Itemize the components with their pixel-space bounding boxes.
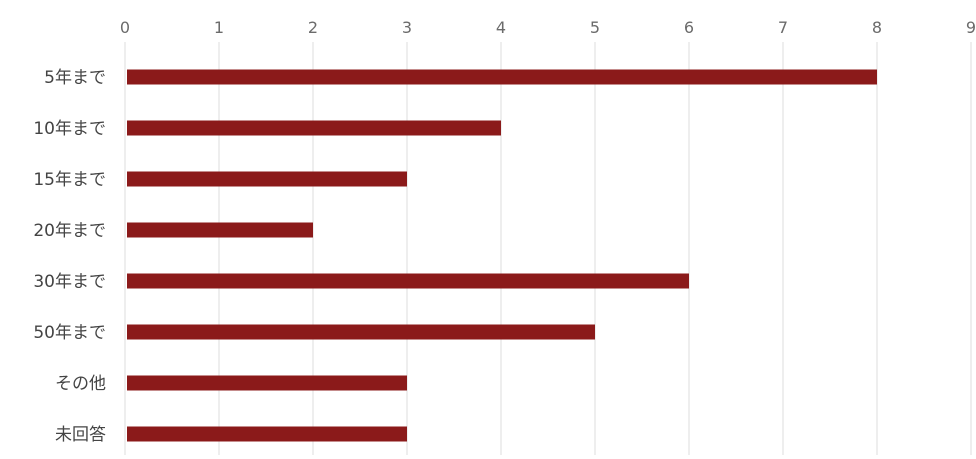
x-tick-label: 1 [214, 18, 224, 37]
x-tick-label: 0 [120, 18, 130, 37]
x-axis-ticks: 0 1 2 3 4 5 6 7 8 9 [120, 18, 976, 37]
category-label: 10年まで [33, 119, 106, 139]
x-tick-label: 9 [966, 18, 976, 37]
category-label: 50年まで [33, 323, 106, 343]
bar [127, 120, 501, 136]
category-label: 15年まで [33, 170, 106, 190]
category-label: 20年まで [33, 221, 106, 241]
bar [127, 273, 689, 289]
bar [127, 324, 595, 340]
x-tick-label: 3 [402, 18, 412, 37]
category-label: 未回答 [55, 425, 106, 445]
bar [127, 69, 877, 85]
x-tick-label: 6 [684, 18, 694, 37]
category-label: 5年まで [44, 68, 106, 88]
category-label: その他 [55, 374, 106, 394]
bar [127, 426, 407, 442]
category-label: 30年まで [33, 272, 106, 292]
x-tick-label: 2 [308, 18, 318, 37]
bar [127, 222, 313, 238]
bars [127, 69, 877, 442]
x-tick-label: 5 [590, 18, 600, 37]
bar [127, 171, 407, 187]
x-tick-label: 8 [872, 18, 882, 37]
grid-lines [124, 42, 972, 455]
bar [127, 375, 407, 391]
x-tick-label: 7 [778, 18, 788, 37]
x-tick-label: 4 [496, 18, 506, 37]
